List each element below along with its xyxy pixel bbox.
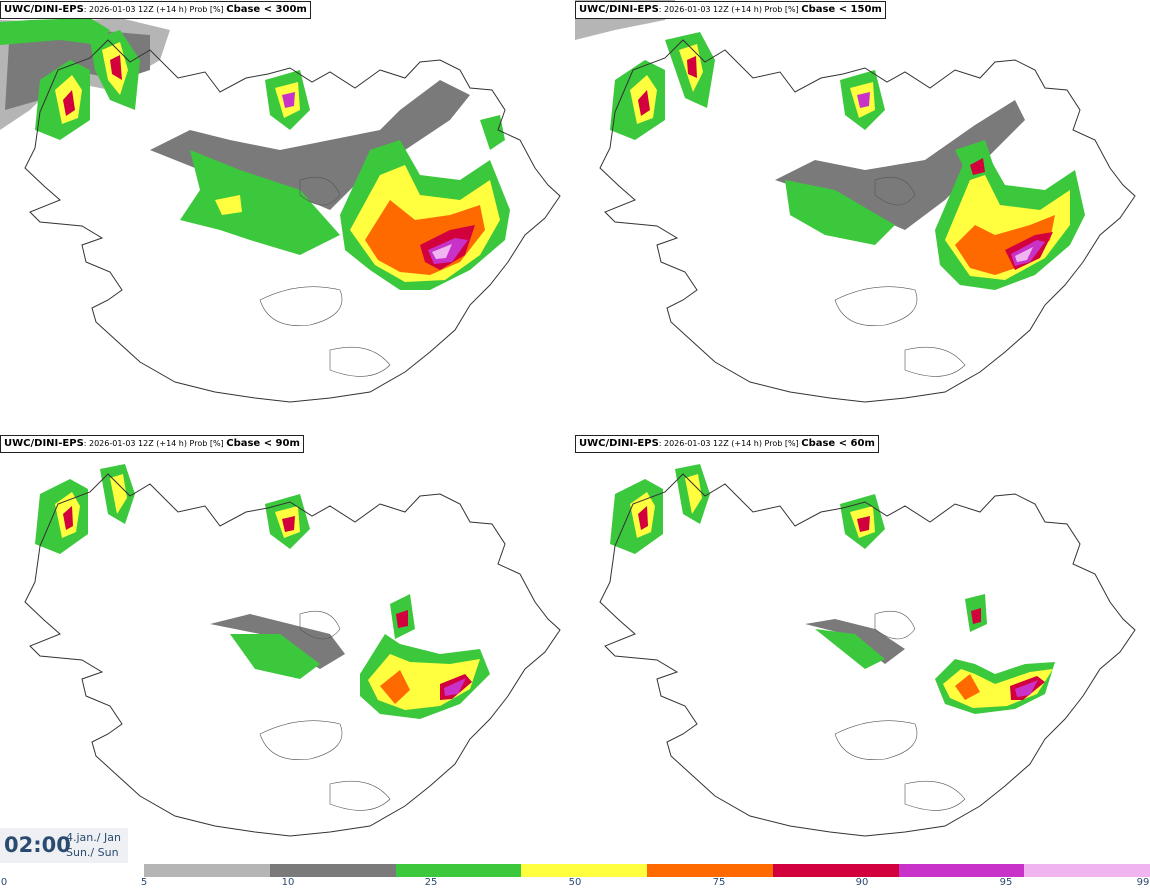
coastline [24, 39, 561, 403]
glacier-outline [834, 720, 918, 760]
probability-area [63, 506, 73, 530]
model-name: UWC/DINI-EPS [4, 438, 84, 449]
probability-area [282, 92, 295, 108]
probability-area [685, 474, 702, 514]
legend-color-segment [521, 864, 647, 877]
panel-title: UWC/DINI-EPS: 2026-01-03 12Z (+14 h) Pro… [0, 1, 311, 19]
run-info: : 2026-01-03 12Z (+14 h) Prob [%] [658, 439, 802, 448]
legend-ticks: 0 5 10 25 50 75 90 95 99 [0, 877, 1150, 891]
probability-area [63, 90, 75, 116]
probability-area [1015, 680, 1038, 697]
probability-area [970, 158, 985, 175]
probability-area [971, 608, 981, 624]
probability-area [444, 678, 466, 696]
glacier-outline [299, 176, 341, 206]
legend-color-segment [647, 864, 773, 877]
probability-area [282, 516, 295, 532]
glacier-outline [834, 286, 918, 326]
coastline [599, 39, 1136, 403]
color-legend [144, 864, 1150, 877]
glacier-outline [874, 176, 916, 206]
valid-day: Sun./ Sun [66, 846, 119, 859]
panel-title: UWC/DINI-EPS: 2026-01-03 12Z (+14 h) Pro… [575, 435, 879, 453]
coastline [24, 473, 561, 837]
probability-area [150, 80, 470, 210]
legend-tick-label: 5 [140, 877, 148, 888]
glacier-outline [874, 610, 916, 640]
legend-tick-label: 99 [1136, 877, 1150, 888]
variable-name: Cbase < 300m [226, 4, 307, 15]
probability-area [955, 674, 980, 700]
panel-title: UWC/DINI-EPS: 2026-01-03 12Z (+14 h) Pro… [575, 1, 886, 19]
probability-area [110, 474, 127, 514]
probability-area [0, 18, 110, 45]
glacier-outline [904, 780, 966, 811]
glacier-outline [329, 346, 391, 377]
glacier-outline [329, 780, 391, 811]
model-name: UWC/DINI-EPS [4, 4, 84, 15]
map-iceland [24, 464, 561, 837]
probability-area [230, 634, 320, 679]
legend-tick-label: 90 [855, 877, 869, 888]
probability-area [857, 516, 870, 532]
run-info: : 2026-01-03 12Z (+14 h) Prob [%] [658, 5, 802, 14]
valid-date: 4.jan./ Jan [66, 831, 121, 844]
run-info: : 2026-01-03 12Z (+14 h) Prob [%] [83, 439, 227, 448]
legend-color-segment [772, 864, 899, 877]
variable-name: Cbase < 150m [801, 4, 882, 15]
legend-tick-label: 25 [424, 877, 438, 888]
glacier-outline [904, 346, 966, 377]
panel-bottom-left: UWC/DINI-EPS: 2026-01-03 12Z (+14 h) Pro… [0, 434, 575, 866]
legend-tick-label: 10 [281, 877, 295, 888]
legend-tick-label: 50 [568, 877, 582, 888]
valid-time-box: 02:00 4.jan./ Jan Sun./ Sun [0, 828, 128, 863]
probability-area [955, 140, 995, 180]
model-name: UWC/DINI-EPS [579, 438, 659, 449]
probability-area [687, 56, 697, 78]
probability-area [180, 150, 340, 255]
probability-area [785, 180, 895, 245]
probability-area [110, 55, 122, 80]
legend-color-segment [269, 864, 396, 877]
panel-top-right: UWC/DINI-EPS: 2026-01-03 12Z (+14 h) Pro… [575, 0, 1150, 432]
probability-area [815, 629, 885, 669]
glacier-outline [259, 720, 343, 760]
probability-area [215, 195, 242, 215]
valid-time: 02:00 [4, 833, 71, 857]
legend-tick-label: 0 [0, 877, 8, 888]
map-iceland [599, 464, 1136, 837]
map-iceland [0, 18, 561, 403]
model-name: UWC/DINI-EPS [579, 4, 659, 15]
legend-tick-label: 75 [712, 877, 726, 888]
variable-name: Cbase < 60m [801, 438, 875, 449]
panel-title: UWC/DINI-EPS: 2026-01-03 12Z (+14 h) Pro… [0, 435, 304, 453]
legend-color-segment [144, 864, 270, 877]
panel-top-left: UWC/DINI-EPS: 2026-01-03 12Z (+14 h) Pro… [0, 0, 575, 432]
run-info: : 2026-01-03 12Z (+14 h) Prob [%] [83, 5, 227, 14]
map-iceland [575, 0, 1136, 403]
probability-area [396, 610, 408, 628]
glacier-outline [259, 286, 343, 326]
variable-name: Cbase < 90m [226, 438, 300, 449]
probability-area [1015, 247, 1033, 262]
legend-tick-label: 95 [999, 877, 1013, 888]
coastline [599, 473, 1136, 837]
probability-area [638, 506, 648, 530]
probability-area [638, 90, 650, 116]
probability-area [480, 115, 505, 150]
legend-color-segment [395, 864, 522, 877]
probability-area [432, 244, 452, 259]
probability-area [380, 670, 410, 704]
legend-color-segment [1024, 864, 1150, 877]
probability-area [857, 92, 870, 108]
legend-color-segment [898, 864, 1025, 877]
panel-bottom-right: UWC/DINI-EPS: 2026-01-03 12Z (+14 h) Pro… [575, 434, 1150, 866]
glacier-outline [299, 610, 341, 640]
